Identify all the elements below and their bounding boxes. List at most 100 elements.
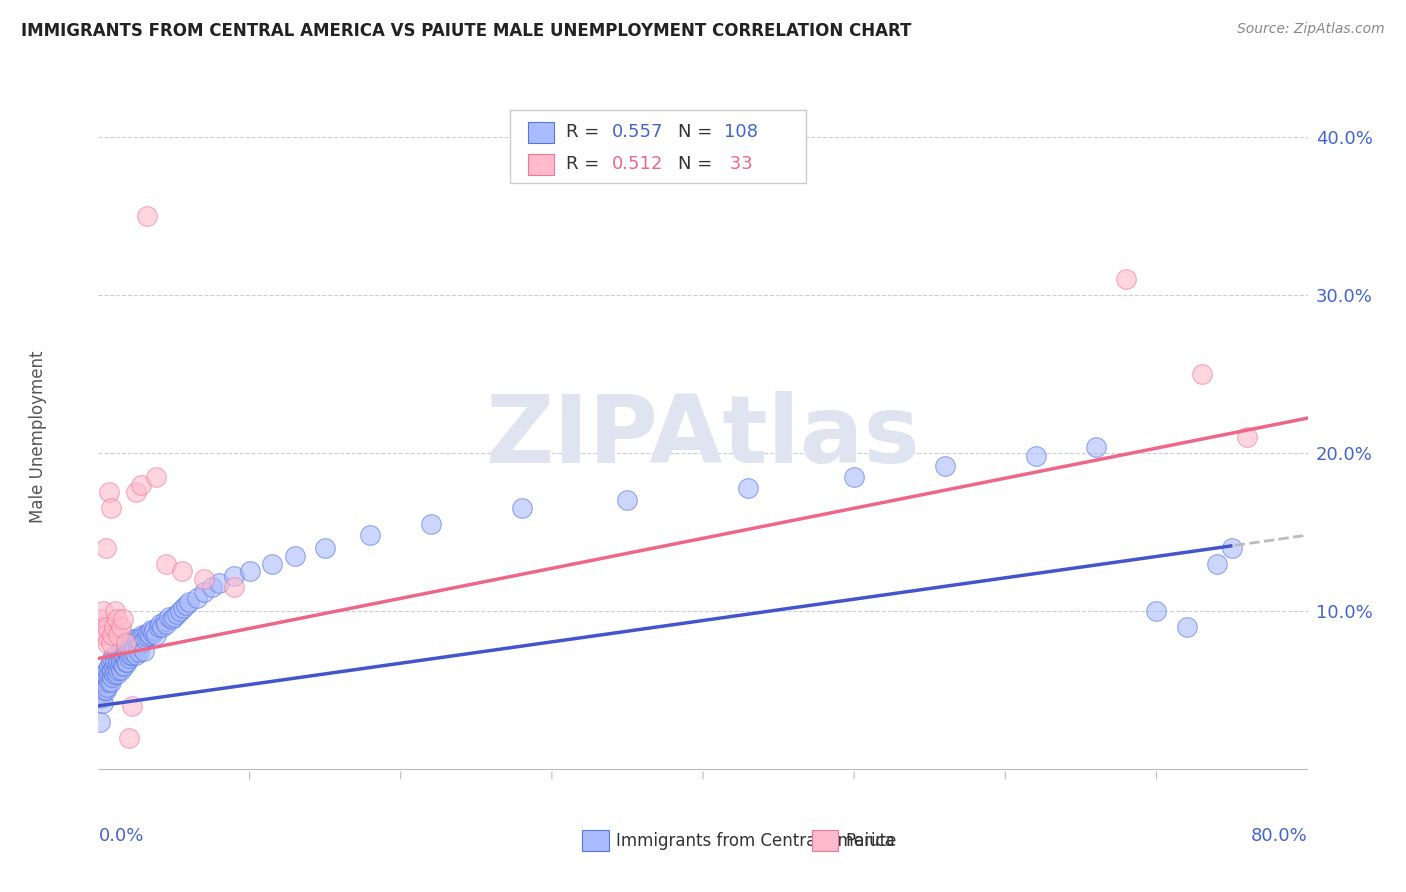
- Point: [155, 616, 177, 631]
- Point: [91, 620, 114, 634]
- Point: [108, 648, 131, 663]
- Point: [135, 629, 157, 643]
- Point: [1085, 440, 1108, 454]
- Point: [179, 594, 201, 608]
- Point: [129, 477, 152, 491]
- Point: [1024, 449, 1046, 463]
- Point: [120, 635, 142, 649]
- Point: [96, 620, 118, 634]
- Point: [89, 628, 111, 642]
- Point: [135, 209, 157, 223]
- Point: [114, 643, 136, 657]
- Point: [169, 604, 191, 618]
- Point: [1206, 557, 1229, 571]
- Point: [122, 645, 145, 659]
- Point: [124, 639, 146, 653]
- Text: 0.512: 0.512: [613, 155, 664, 173]
- Point: [170, 565, 193, 579]
- Point: [172, 600, 194, 615]
- Point: [96, 663, 118, 677]
- Point: [98, 667, 121, 681]
- Point: [153, 614, 176, 628]
- Point: [100, 675, 122, 690]
- Point: [110, 620, 132, 634]
- Point: [89, 714, 111, 729]
- Point: [94, 683, 117, 698]
- Point: [104, 664, 127, 678]
- Point: [105, 667, 128, 681]
- Point: [115, 642, 138, 657]
- Point: [159, 610, 181, 624]
- Point: [145, 628, 167, 642]
- Point: [121, 698, 143, 713]
- Point: [1175, 620, 1198, 634]
- Text: 108: 108: [724, 123, 758, 141]
- Point: [420, 516, 443, 531]
- Text: Immigrants from Central America: Immigrants from Central America: [616, 831, 894, 849]
- Point: [134, 632, 156, 647]
- Point: [104, 655, 127, 669]
- Point: [108, 659, 131, 673]
- Point: [1236, 430, 1258, 444]
- Point: [844, 469, 866, 483]
- Point: [141, 623, 163, 637]
- Point: [118, 731, 141, 745]
- Point: [91, 604, 114, 618]
- Point: [112, 659, 135, 673]
- Point: [107, 655, 129, 669]
- Point: [111, 612, 134, 626]
- Point: [105, 612, 128, 626]
- Point: [314, 541, 336, 555]
- Point: [100, 655, 122, 669]
- Point: [90, 686, 112, 700]
- Point: [107, 645, 129, 659]
- FancyBboxPatch shape: [509, 110, 806, 183]
- Text: R =: R =: [567, 155, 606, 173]
- Point: [127, 639, 149, 653]
- Bar: [527, 122, 554, 143]
- Point: [186, 591, 208, 606]
- Text: Source: ZipAtlas.com: Source: ZipAtlas.com: [1237, 22, 1385, 37]
- Point: [129, 635, 152, 649]
- Text: 33: 33: [724, 155, 752, 173]
- Point: [93, 628, 115, 642]
- Point: [224, 569, 246, 583]
- Point: [193, 573, 215, 587]
- Point: [132, 629, 155, 643]
- Point: [1191, 367, 1213, 381]
- Point: [125, 648, 148, 663]
- Point: [91, 675, 114, 690]
- Point: [98, 659, 121, 673]
- Point: [125, 632, 148, 647]
- Text: 80.0%: 80.0%: [1251, 827, 1308, 845]
- Text: 0.0%: 0.0%: [98, 827, 143, 845]
- Point: [111, 657, 134, 672]
- Text: 0.557: 0.557: [613, 123, 664, 141]
- Point: [166, 607, 188, 622]
- Point: [128, 632, 150, 647]
- Point: [112, 648, 135, 663]
- Point: [114, 635, 136, 649]
- Point: [122, 632, 145, 647]
- Point: [510, 501, 533, 516]
- Point: [91, 696, 114, 710]
- Point: [150, 620, 173, 634]
- Point: [96, 635, 118, 649]
- Point: [1144, 604, 1167, 618]
- Point: [101, 663, 124, 677]
- Point: [121, 635, 143, 649]
- Point: [107, 628, 129, 642]
- Point: [103, 620, 125, 634]
- Point: [101, 651, 124, 665]
- Point: [90, 690, 112, 705]
- Bar: [582, 830, 609, 851]
- Bar: [811, 830, 838, 851]
- Point: [105, 659, 128, 673]
- Point: [148, 620, 170, 634]
- Point: [98, 485, 121, 500]
- Point: [239, 565, 262, 579]
- Text: ZIPAtlas: ZIPAtlas: [485, 391, 921, 483]
- Point: [103, 667, 125, 681]
- Point: [90, 612, 112, 626]
- Point: [934, 458, 956, 473]
